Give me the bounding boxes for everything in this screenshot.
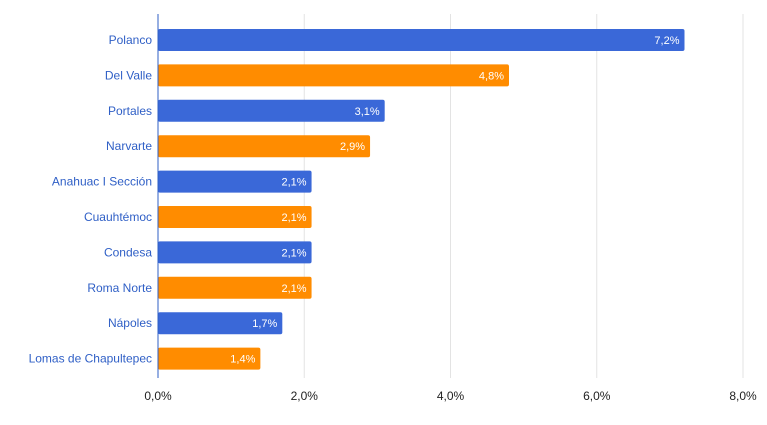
category-label: Lomas de Chapultepec: [29, 352, 152, 366]
category-labels: Polanco Del Valle Portales Narvarte Anahuac …: [29, 33, 153, 366]
x-tick-label: 4,0%: [437, 389, 465, 403]
data-label: 2,1%: [281, 212, 306, 224]
x-tick-label: 6,0%: [583, 389, 611, 403]
data-label: 1,4%: [230, 354, 255, 366]
data-label: 7,2%: [654, 35, 679, 47]
data-label: 2,1%: [281, 283, 306, 295]
data-label: 4,8%: [479, 70, 504, 82]
category-label: Narvarte: [106, 139, 152, 153]
category-label: Del Valle: [105, 68, 152, 82]
data-label: 2,1%: [281, 177, 306, 189]
category-label: Roma Norte: [87, 281, 152, 295]
bar: [158, 312, 283, 335]
x-tick-label: 2,0%: [291, 389, 319, 403]
bars: [158, 29, 685, 370]
x-tick-label: 8,0%: [729, 389, 757, 403]
category-label: Condesa: [104, 245, 152, 259]
bar: [158, 99, 385, 122]
bar: [158, 347, 261, 370]
bar: [158, 135, 371, 158]
data-label: 1,7%: [252, 318, 277, 330]
bar: [158, 170, 312, 193]
x-axis-tick-labels: 0,0% 2,0% 4,0% 6,0% 8,0%: [144, 389, 757, 403]
bar: [158, 276, 312, 299]
bar: [158, 206, 312, 228]
category-label: Portales: [108, 104, 152, 118]
bar: [158, 29, 685, 51]
category-label: Anahuac I Sección: [52, 175, 152, 189]
data-labels: 7,2% 4,8% 3,1% 2,9% 2,1% 2,1% 2,1% 2,1% 1,7% 1,4%: [230, 35, 679, 366]
category-label: Nápoles: [108, 316, 152, 330]
bar: [158, 64, 509, 87]
data-label: 2,9%: [340, 141, 365, 153]
category-label: Polanco: [109, 33, 153, 47]
data-label: 2,1%: [281, 247, 306, 259]
x-tick-label: 0,0%: [144, 389, 172, 403]
data-label: 3,1%: [355, 106, 380, 118]
bar: [158, 241, 312, 264]
category-label: Cuauhtémoc: [84, 210, 152, 224]
